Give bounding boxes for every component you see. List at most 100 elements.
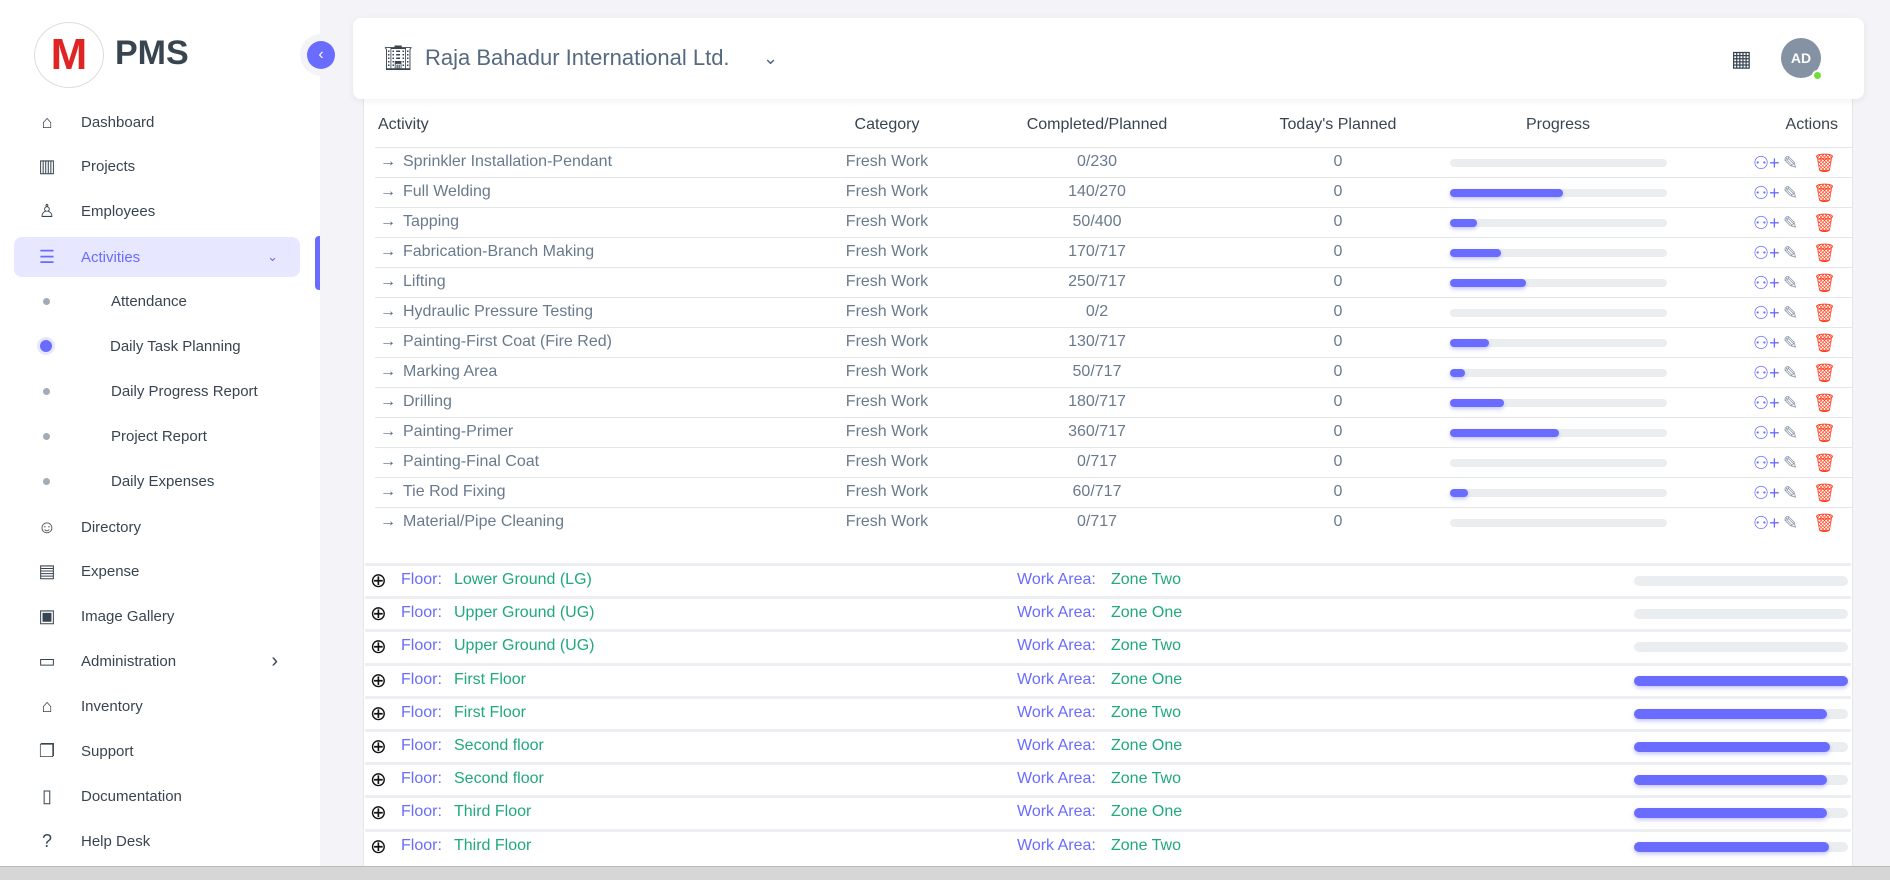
edit-icon[interactable]: ✎ [1783,393,1799,413]
edit-icon[interactable]: ✎ [1783,363,1799,383]
delete-icon[interactable]: 🗑︎ [1813,243,1836,263]
apps-grid-icon[interactable]: ▦ [1731,46,1752,71]
sidebar-subitem-daily-task-planning[interactable]: Daily Task Planning [14,328,300,364]
sidebar-item-dashboard[interactable]: ⌂ Dashboard [14,102,300,142]
assign-user-icon[interactable]: ⚇+ [1753,453,1780,473]
delete-icon[interactable]: 🗑︎ [1813,273,1836,293]
edit-icon[interactable]: ✎ [1783,303,1799,323]
floor-row[interactable]: ⊕ Floor: First Floor Work Area: Zone Two [365,695,1851,728]
floor-row[interactable]: ⊕ Floor: First Floor Work Area: Zone One [365,662,1851,695]
floor-row[interactable]: ⊕ Floor: Upper Ground (UG) Work Area: Zone T… [365,629,1851,661]
assign-user-icon[interactable]: ⚇+ [1753,483,1780,503]
expand-plus-icon[interactable]: ⊕ [370,603,387,626]
expand-plus-icon[interactable]: ⊕ [370,570,387,592]
edit-icon[interactable]: ✎ [1783,243,1799,263]
assign-user-icon[interactable]: ⚇+ [1753,183,1780,203]
sidebar-item-expense[interactable]: ▤ Expense [14,551,300,591]
edit-icon[interactable]: ✎ [1783,213,1799,233]
delete-icon[interactable]: 🗑︎ [1813,513,1836,533]
expand-plus-icon[interactable]: ⊕ [370,669,387,692]
sidebar-subitem-project-report[interactable]: Project Report [14,418,300,454]
floor-row[interactable]: ⊕ Floor: Second floor Work Area: Zone Two [365,762,1851,794]
user-icon: ♙ [38,200,56,221]
delete-icon[interactable]: 🗑︎ [1813,423,1836,443]
activity-name: Tapping [403,213,460,230]
sidebar-item-activities[interactable]: ☰ Activities ⌄ [14,237,300,277]
sidebar-item-inventory[interactable]: ⌂ Inventory [14,686,300,726]
sidebar-item-support[interactable]: ❐ Support [14,731,300,771]
work-area-label: Work Area: [1017,703,1096,721]
work-area-label: Work Area: [1017,670,1096,688]
sidebar-item-image-gallery[interactable]: ▣ Image Gallery [14,596,300,636]
delete-icon[interactable]: 🗑︎ [1813,393,1836,413]
cell-category: Fresh Work [845,213,929,230]
delete-icon[interactable]: 🗑︎ [1813,483,1836,503]
assign-user-icon[interactable]: ⚇+ [1753,363,1780,383]
cell-category: Fresh Work [845,303,929,320]
cell-category: Fresh Work [845,513,929,530]
progress-bar [1450,429,1667,437]
avatar[interactable]: AD [1781,38,1821,78]
delete-icon[interactable]: 🗑︎ [1813,183,1836,203]
sidebar-item-label: Documentation [81,787,182,805]
assign-user-icon[interactable]: ⚇+ [1753,393,1780,413]
gallery-icon: ▣ [38,605,56,626]
sidebar-item-directory[interactable]: ☺ Directory [14,507,300,547]
floor-row[interactable]: ⊕ Floor: Second floor Work Area: Zone One [365,729,1851,761]
expand-plus-icon[interactable]: ⊕ [370,769,387,792]
activity-name: Fabrication-Branch Making [403,243,595,260]
sidebar-item-help-desk[interactable]: ? Help Desk [14,821,300,861]
sidebar-subitem-daily-expenses[interactable]: Daily Expenses [14,463,300,499]
delete-icon[interactable]: 🗑︎ [1813,333,1836,353]
project-selector[interactable]: Raja Bahadur International Ltd. [425,45,730,70]
floor-row[interactable]: ⊕ Floor: Lower Ground (LG) Work Area: Zone T… [365,563,1851,595]
floor-row[interactable]: ⊕ Floor: Third Floor Work Area: Zone Two [365,828,1851,861]
expand-plus-icon[interactable]: ⊕ [370,835,387,858]
assign-user-icon[interactable]: ⚇+ [1753,273,1780,293]
sidebar-subitem-daily-progress-report[interactable]: Daily Progress Report [14,373,300,409]
floor-label: Floor: [401,670,442,688]
floor-row[interactable]: ⊕ Floor: Upper Ground (UG) Work Area: Zone O… [365,596,1851,628]
activity-name: Lifting [403,273,446,290]
sidebar-item-documentation[interactable]: ▯ Documentation [14,776,300,816]
delete-icon[interactable]: 🗑︎ [1813,213,1836,233]
logo[interactable]: M [34,22,104,88]
cell-completed: 0/230 [1076,153,1118,170]
edit-icon[interactable]: ✎ [1783,423,1799,443]
assign-user-icon[interactable]: ⚇+ [1753,243,1780,263]
assign-user-icon[interactable]: ⚇+ [1753,303,1780,323]
assign-user-icon[interactable]: ⚇+ [1753,213,1780,233]
delete-icon[interactable]: 🗑︎ [1813,363,1836,383]
expand-plus-icon[interactable]: ⊕ [370,736,387,758]
delete-icon[interactable]: 🗑︎ [1813,303,1836,323]
expand-plus-icon[interactable]: ⊕ [370,702,387,725]
sidebar-item-administration[interactable]: ▭ Administration › [14,641,300,681]
assign-user-icon[interactable]: ⚇+ [1753,333,1780,353]
edit-icon[interactable]: ✎ [1783,333,1799,353]
delete-icon[interactable]: 🗑︎ [1813,153,1836,173]
edit-icon[interactable]: ✎ [1783,513,1799,533]
assign-user-icon[interactable]: ⚇+ [1753,423,1780,443]
assign-user-icon[interactable]: ⚇+ [1753,513,1780,533]
sidebar-subitem-attendance[interactable]: Attendance [14,283,300,319]
cell-category: Fresh Work [845,183,929,200]
expand-plus-icon[interactable]: ⊕ [370,802,387,825]
table-row: → Painting-First Coat (Fire Red) Fresh Wor… [375,327,1852,357]
edit-icon[interactable]: ✎ [1783,453,1799,473]
floor-row[interactable]: ⊕ Floor: Third Floor Work Area: Zone One [365,795,1851,827]
delete-icon[interactable]: 🗑︎ [1813,453,1836,473]
assign-user-icon[interactable]: ⚇+ [1753,153,1780,173]
edit-icon[interactable]: ✎ [1783,273,1799,293]
work-area-value: Zone Two [1111,836,1181,854]
edit-icon[interactable]: ✎ [1783,183,1799,203]
edit-icon[interactable]: ✎ [1783,153,1799,173]
expand-plus-icon[interactable]: ⊕ [370,636,387,659]
edit-icon[interactable]: ✎ [1783,483,1799,503]
sidebar-item-employees[interactable]: ♙ Employees [14,191,300,231]
building-icon: ▥ [38,155,56,176]
arrow-right-icon: → [380,303,396,320]
sidebar-item-projects[interactable]: ▥ Projects [14,146,300,186]
chevron-down-icon[interactable]: ⌄ [763,48,779,68]
column-header-2: Completed/Planned [1026,116,1168,133]
collapse-sidebar-button[interactable]: ‹ [307,41,335,69]
